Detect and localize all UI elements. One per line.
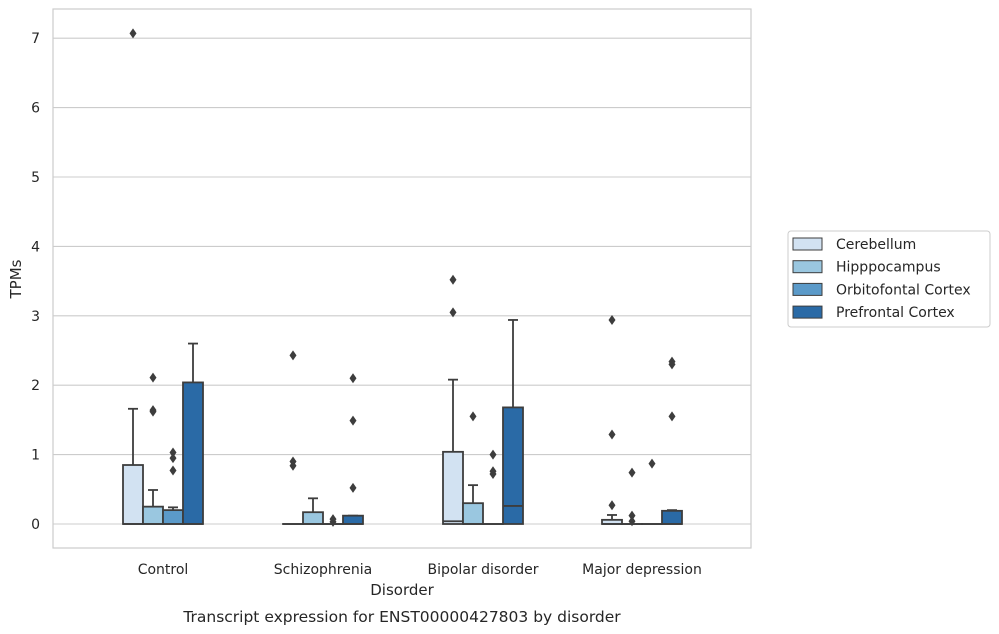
- legend-swatch: [792, 237, 823, 251]
- box-body: [342, 514, 364, 525]
- legend-label: Cerebellum: [836, 237, 916, 253]
- y-axis-label: TPMs: [7, 259, 25, 299]
- x-tick-label: Bipolar disorder: [427, 562, 538, 578]
- box-prefrontal-cortex-control: [182, 342, 204, 525]
- y-tick-label: 7: [31, 31, 40, 47]
- box-body: [122, 464, 144, 525]
- outlier-point: [608, 314, 616, 325]
- legend-label: Prefrontal Cortex: [836, 305, 955, 321]
- box-orbitofontal-cortex-bipolar-disorder: [482, 449, 504, 525]
- box-body: [502, 406, 524, 525]
- legend: Cerebellum Hipppocampus Orbitofontal Corte…: [787, 230, 991, 328]
- y-axis-ticks: 0 1 2 3 4 5 6 7: [31, 31, 40, 533]
- outlier-point: [149, 406, 157, 417]
- box-body: [162, 509, 184, 525]
- box-orbitofontal-cortex-control: [162, 447, 184, 525]
- legend-label: Orbitofontal Cortex: [836, 282, 971, 298]
- y-tick-label: 2: [31, 378, 40, 394]
- box-body: [661, 509, 683, 525]
- box-hipppocampus-schizophrenia: [302, 497, 324, 525]
- x-axis-ticks: Control Schizophrenia Bipolar disorder Majo…: [138, 562, 702, 578]
- box-prefrontal-cortex-schizophrenia: [342, 373, 364, 525]
- box-body: [442, 450, 464, 525]
- outlier-point: [129, 28, 137, 39]
- outlier-point: [469, 411, 477, 422]
- outlier-point: [628, 467, 636, 478]
- outlier-point: [289, 460, 297, 471]
- box-orbitofontal-cortex-schizophrenia: [322, 514, 344, 527]
- box-body: [302, 511, 324, 525]
- outlier-point: [668, 411, 676, 422]
- outlier-point: [149, 372, 157, 383]
- legend-swatch: [792, 305, 823, 319]
- legend-label: Hipppocampus: [836, 260, 941, 276]
- outlier-point: [489, 469, 497, 480]
- outlier-point: [329, 516, 337, 527]
- outlier-point: [648, 458, 656, 469]
- outlier-point: [349, 415, 357, 426]
- y-tick-label: 1: [31, 448, 40, 464]
- outlier-point: [608, 500, 616, 511]
- boxes: [122, 28, 683, 527]
- outlier-point: [449, 307, 457, 318]
- box-prefrontal-cortex-major-depression: [661, 356, 683, 525]
- y-tick-label: 4: [31, 239, 40, 255]
- chart-caption: Transcript expression for ENST0000042780…: [182, 608, 621, 626]
- legend-swatch: [792, 260, 823, 274]
- outlier-point: [489, 449, 497, 460]
- outlier-point: [628, 516, 636, 527]
- y-tick-label: 6: [31, 101, 40, 117]
- outlier-point: [169, 447, 177, 458]
- outlier-point: [668, 359, 676, 370]
- outlier-point: [608, 429, 616, 440]
- y-tick-label: 5: [31, 170, 40, 186]
- legend-swatch: [792, 282, 823, 296]
- box-cerebellum-schizophrenia: [282, 350, 304, 525]
- y-tick-label: 0: [31, 517, 40, 533]
- box-body: [182, 381, 204, 525]
- box-body: [142, 505, 164, 525]
- x-tick-label: Control: [138, 562, 189, 578]
- outlier-point: [449, 274, 457, 285]
- outlier-point: [169, 465, 177, 476]
- x-tick-label: Major depression: [582, 562, 702, 578]
- box-cerebellum-control: [122, 28, 144, 525]
- outlier-point: [349, 482, 357, 493]
- box-cerebellum-major-depression: [601, 314, 623, 525]
- box-hipppocampus-bipolar-disorder: [462, 411, 484, 525]
- outlier-point: [628, 510, 636, 521]
- legend-frame: [787, 230, 991, 328]
- box-prefrontal-cortex-bipolar-disorder: [502, 319, 524, 525]
- x-axis-label: Disorder: [370, 581, 434, 599]
- y-tick-label: 3: [31, 309, 40, 325]
- outlier-point: [169, 453, 177, 464]
- outlier-point: [349, 373, 357, 384]
- x-tick-label: Schizophrenia: [274, 562, 372, 578]
- outlier-point: [289, 350, 297, 361]
- box-body: [462, 502, 484, 525]
- plot-frame: [52, 8, 752, 549]
- box-cerebellum-bipolar-disorder: [442, 274, 464, 525]
